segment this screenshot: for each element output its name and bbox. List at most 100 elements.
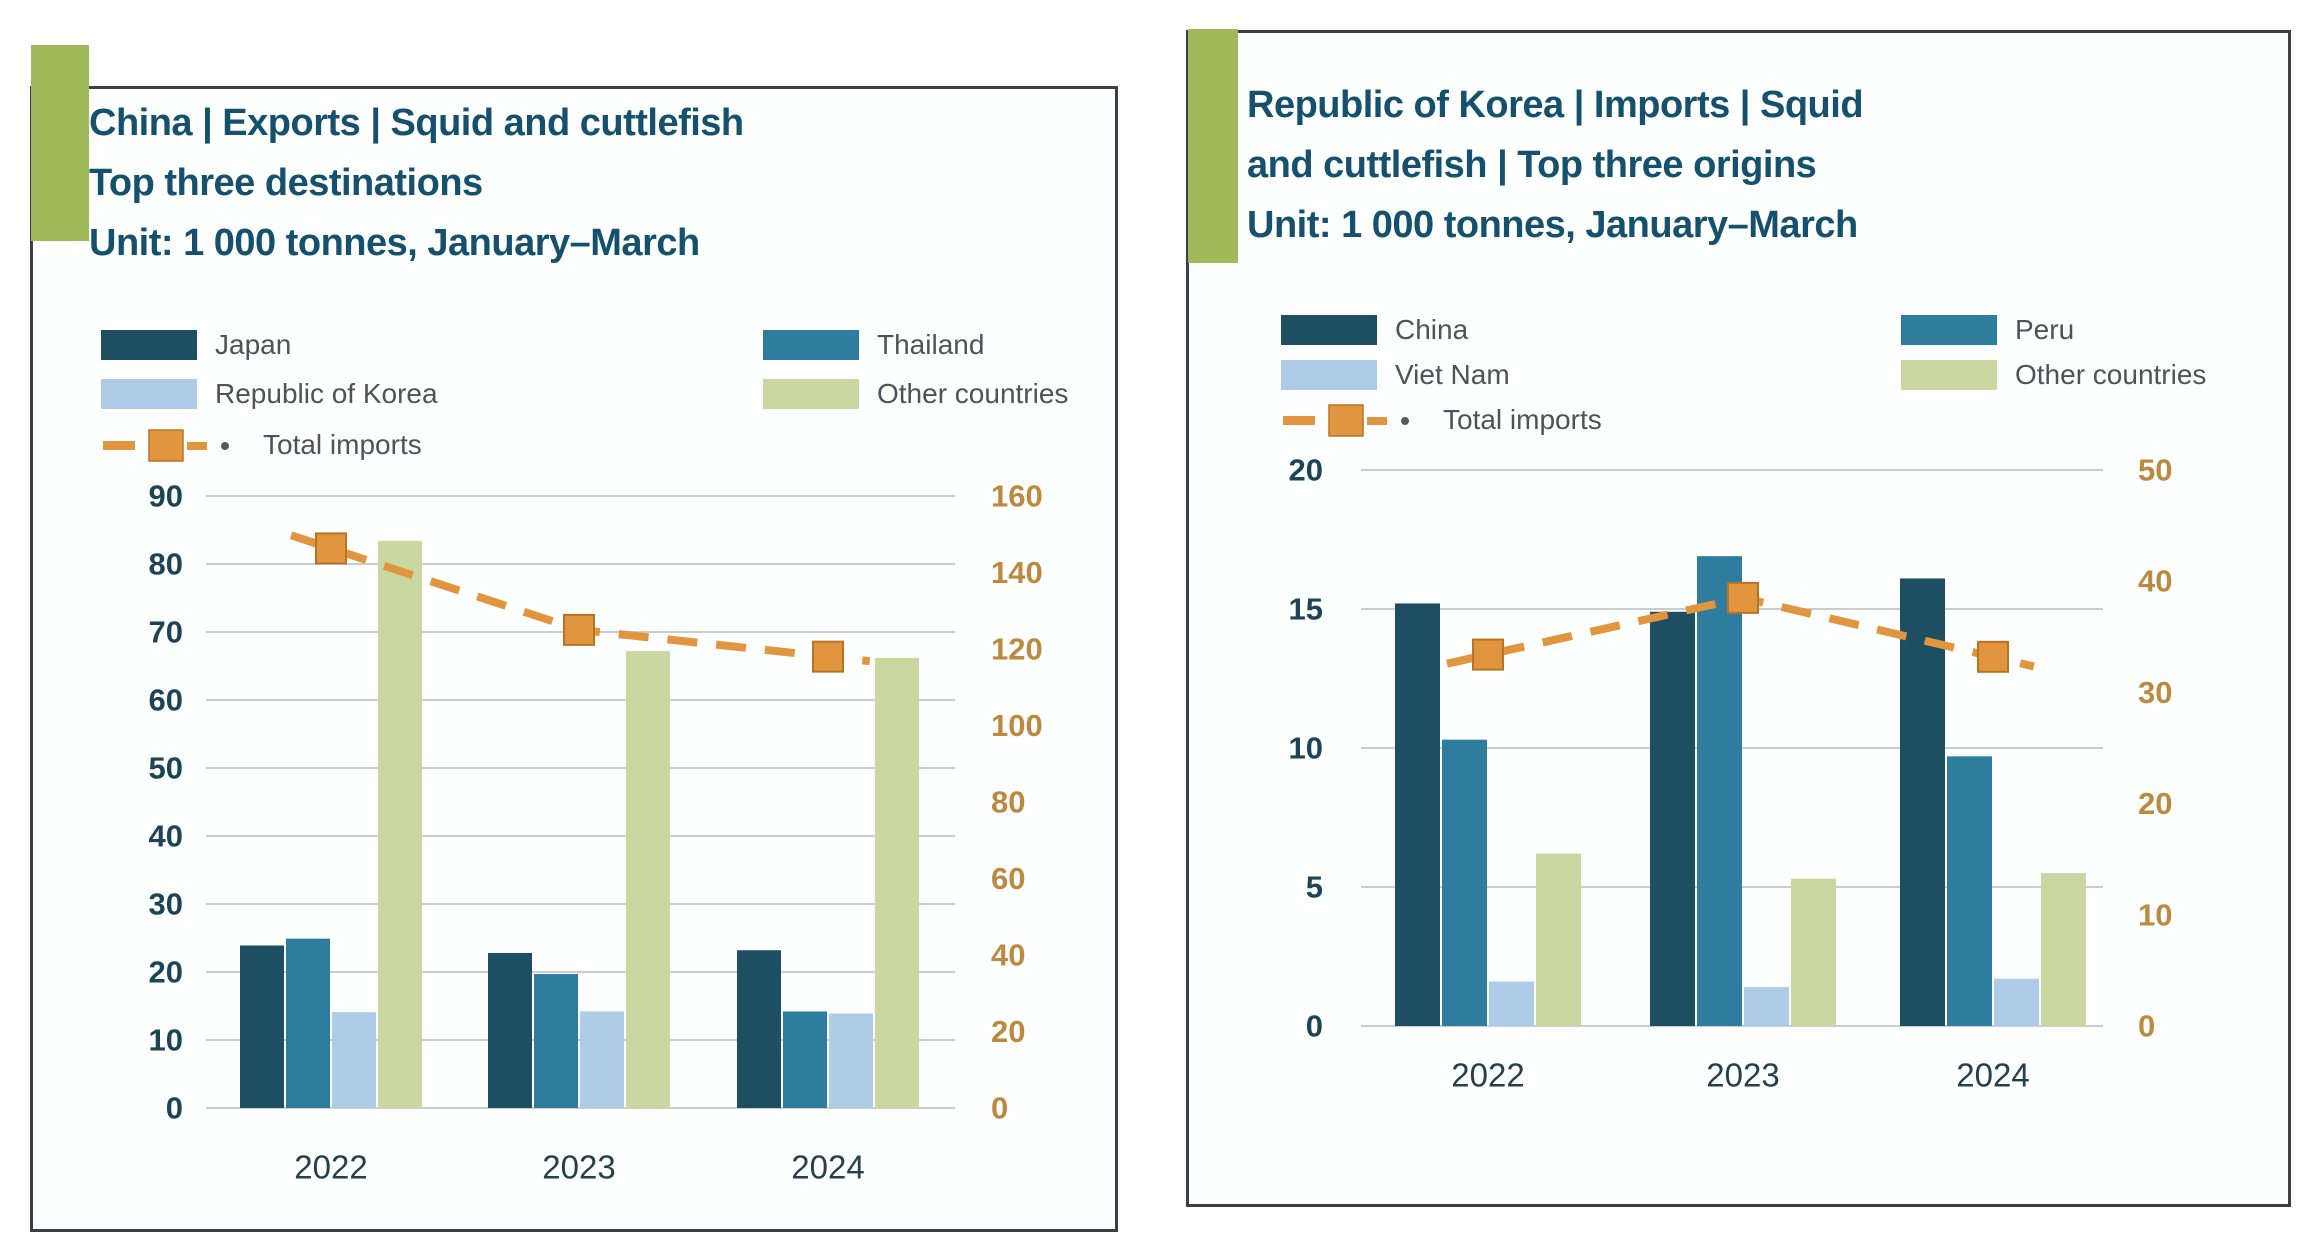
x-axis-category-label: 2024 [791, 1149, 864, 1186]
bar-china-2022 [1395, 603, 1440, 1026]
left-axis-tick-label: 20 [1289, 453, 1323, 488]
legend-item-peru: Peru [1901, 313, 2074, 347]
left-axis-tick-label: 30 [149, 887, 183, 922]
legend-swatch [1281, 360, 1377, 390]
right-axis-tick-label: 160 [991, 479, 1043, 514]
right-axis-tick-label: 60 [991, 861, 1025, 896]
x-axis-category-label: 2024 [1956, 1057, 2029, 1094]
legend-label: Viet Nam [1395, 359, 1510, 390]
dashed-line-marker-icon [103, 429, 229, 462]
bar-china-2024 [1900, 578, 1945, 1026]
legend-swatch [101, 379, 197, 409]
right-axis-tick-label: 100 [991, 708, 1043, 743]
chart-legend: China Peru Viet Nam Other countries Total im… [1189, 33, 2288, 1204]
right-axis-tick-label: 20 [2138, 786, 2172, 821]
x-axis-category-label: 2023 [1706, 1057, 1779, 1094]
legend-swatch [101, 330, 197, 360]
bar-peru-2022 [1442, 739, 1487, 1026]
legend-swatch [763, 330, 859, 360]
x-axis-category-label: 2022 [1451, 1057, 1524, 1094]
right-axis-tick-label: 120 [991, 632, 1043, 667]
legend-item-total-imports: Total imports [101, 428, 422, 462]
legend-label: Total imports [263, 429, 422, 460]
bar-other-countries-2022 [378, 540, 422, 1108]
bar-other-countries-2023 [1791, 878, 1836, 1026]
legend-item-other-countries: Other countries [763, 377, 1068, 411]
x-axis-category-label: 2022 [294, 1149, 367, 1186]
legend-item-china: China [1281, 313, 1468, 347]
bar-other-countries-2024 [2041, 873, 2086, 1026]
right-axis-tick-label: 80 [991, 785, 1025, 820]
legend-label: Total imports [1443, 404, 1602, 435]
bar-japan-2023 [488, 952, 532, 1108]
total-imports-marker-2022 [1472, 638, 1504, 671]
total-imports-marker-2024 [1977, 640, 2009, 673]
right-axis-tick-label: 40 [991, 938, 1025, 973]
legend-label: Thailand [877, 329, 985, 360]
total-imports-marker-2023 [1727, 581, 1759, 614]
left-axis-tick-label: 0 [1306, 1009, 1323, 1044]
right-axis-tick-label: 0 [2138, 1009, 2155, 1044]
legend-item-thailand: Thailand [763, 328, 984, 362]
dashed-line-marker-icon [1283, 404, 1409, 437]
chart-title-line2: Top three destinations [89, 162, 483, 204]
legend-label: Peru [2015, 314, 2075, 345]
chart-title: Republic of Korea | Imports | Squid and … [1247, 75, 1864, 255]
bar-line-chart-korea-imports: 0 5 10 15 20 0 10 20 30 40 50 2022 2023 2024 [1289, 453, 2173, 1094]
left-axis-tick-label: 15 [1289, 592, 1323, 627]
right-axis-tick-label: 30 [2138, 675, 2172, 710]
legend-item-japan: Japan [101, 328, 291, 362]
legend-swatch [763, 379, 859, 409]
chart-title-line3: Unit: 1 000 tonnes, January–March [89, 222, 700, 264]
bar-peru-2023 [1697, 556, 1742, 1026]
bar-japan-2022 [240, 945, 284, 1108]
bar-republic-of-korea-2023 [580, 1011, 624, 1108]
left-axis-tick-label: 90 [149, 479, 183, 514]
total-imports-marker-2022 [315, 532, 347, 565]
legend-swatch [1901, 315, 1997, 345]
legend-label: Other countries [877, 378, 1069, 409]
left-axis-tick-label: 50 [149, 751, 183, 786]
bar-thailand-2023 [534, 974, 578, 1108]
chart-title-line2: and cuttlefish | Top three origins [1247, 144, 1817, 186]
left-axis-tick-label: 10 [149, 1023, 183, 1058]
legend-item-republic-of-korea: Republic of Korea [101, 377, 438, 411]
bar-viet-nam-2024 [1994, 978, 2039, 1026]
bar-thailand-2022 [286, 938, 330, 1108]
left-axis-tick-label: 40 [149, 819, 183, 854]
left-axis-tick-label: 70 [149, 615, 183, 650]
bar-viet-nam-2023 [1744, 987, 1789, 1026]
bar-thailand-2024 [783, 1011, 827, 1108]
right-axis-tick-label: 140 [991, 555, 1043, 590]
left-axis-tick-label: 20 [149, 955, 183, 990]
bar-other-countries-2022 [1536, 853, 1581, 1026]
bar-other-countries-2024 [875, 657, 919, 1108]
legend-item-viet-nam: Viet Nam [1281, 358, 1510, 392]
legend-label: Other countries [2015, 359, 2207, 390]
left-axis-tick-label: 0 [166, 1091, 183, 1126]
chart-legend: Japan Thailand Republic of Korea Other coun… [33, 89, 1115, 1229]
bar-japan-2024 [737, 950, 781, 1108]
left-axis-tick-label: 60 [149, 683, 183, 718]
bar-viet-nam-2022 [1489, 981, 1534, 1026]
total-imports-marker-2023 [563, 613, 595, 646]
chart-title-line3: Unit: 1 000 tonnes, January–March [1247, 204, 1858, 246]
legend-label: Japan [215, 329, 292, 360]
chart-title-line1: Republic of Korea | Imports | Squid [1247, 84, 1864, 126]
bar-other-countries-2023 [626, 651, 670, 1108]
chart-title: China | Exports | Squid and cuttlefish T… [89, 93, 744, 273]
right-axis-tick-label: 10 [2138, 897, 2172, 932]
chart-title-line1: China | Exports | Squid and cuttlefish [89, 102, 744, 144]
left-axis-tick-label: 80 [149, 547, 183, 582]
panel-china-exports: China | Exports | Squid and cuttlefish T… [30, 45, 1118, 1232]
left-axis-tick-label: 5 [1306, 870, 1323, 905]
legend-swatch [1281, 315, 1377, 345]
left-axis-tick-label: 10 [1289, 731, 1323, 766]
accent-bar [1188, 29, 1238, 263]
bar-line-chart-china-exports: 0 10 20 30 40 50 60 70 80 90 0 20 40 60 80 100 120 140 160… [149, 479, 1043, 1186]
legend-label: Republic of Korea [215, 378, 438, 409]
right-axis-tick-label: 20 [991, 1014, 1025, 1049]
bar-peru-2024 [1947, 756, 1992, 1026]
legend-item-total-imports: Total imports [1281, 403, 1602, 437]
